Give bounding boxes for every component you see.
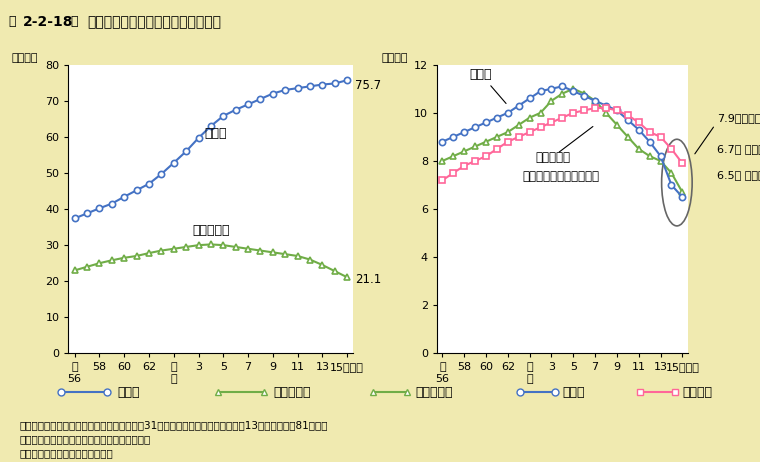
Text: 研究者: 研究者 bbox=[117, 386, 140, 399]
Text: 技能者: 技能者 bbox=[470, 68, 506, 103]
Text: （万人）: （万人） bbox=[382, 53, 408, 63]
Text: 6.7（ 研究補助者）: 6.7（ 研究補助者） bbox=[717, 144, 760, 154]
Text: 研究支援者: 研究支援者 bbox=[274, 386, 312, 399]
Text: 6.5（ 技能者）: 6.5（ 技能者） bbox=[717, 170, 760, 180]
Text: （参照：付属資料３．（１０））: （参照：付属資料３．（１０）） bbox=[19, 448, 112, 458]
Text: 研究事務その他の関係者: 研究事務その他の関係者 bbox=[522, 170, 599, 183]
Text: 75.7: 75.7 bbox=[355, 79, 381, 92]
Text: 技能者: 技能者 bbox=[562, 386, 585, 399]
Text: 注）各年次とも人文・社会科学等を含む３月31日現在の値である（ただし平成13年までは４月81日）。: 注）各年次とも人文・社会科学等を含む３月31日現在の値である（ただし平成13年ま… bbox=[19, 420, 328, 430]
Text: 我が国の研究関係従事者数の推移: 我が国の研究関係従事者数の推移 bbox=[87, 15, 221, 29]
Text: 研究補助者: 研究補助者 bbox=[535, 151, 570, 164]
Text: 図: 図 bbox=[67, 15, 78, 29]
Text: 研究者: 研究者 bbox=[204, 127, 227, 140]
Text: （万人）: （万人） bbox=[11, 53, 38, 63]
Text: 研究支援者: 研究支援者 bbox=[192, 225, 230, 237]
Text: 第: 第 bbox=[9, 15, 21, 29]
Text: 事務職等: 事務職等 bbox=[682, 386, 713, 399]
Text: 21.1: 21.1 bbox=[355, 273, 381, 286]
Text: 研究補助者: 研究補助者 bbox=[415, 386, 453, 399]
Text: 2-2-18: 2-2-18 bbox=[23, 15, 73, 29]
Text: 7.9（その他）: 7.9（その他） bbox=[717, 113, 760, 122]
Text: 資料：総務省統計局「科学技術研究調査報告」: 資料：総務省統計局「科学技術研究調査報告」 bbox=[19, 434, 150, 444]
